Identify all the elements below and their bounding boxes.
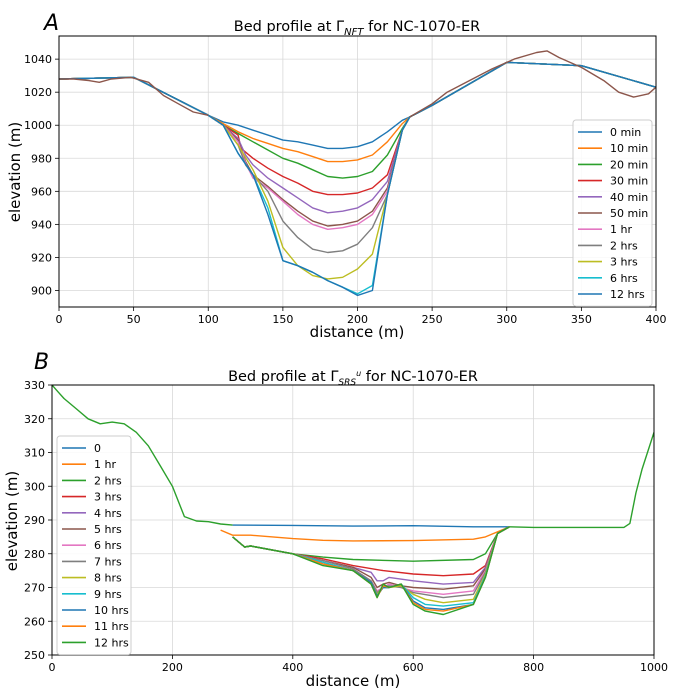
series-line-3-hrs — [232, 526, 510, 577]
legend-entry: 2 hrs — [610, 239, 638, 252]
chart-title-a: Bed profile at ΓNFT for NC-1070-ER — [234, 19, 480, 38]
ticks-b: 0 200 400 600 800 1000 250 260 270 280 290 300 310 32… — [24, 379, 668, 674]
y-tick-label: 1040 — [24, 53, 52, 66]
legend-entry: 4 hrs — [94, 507, 122, 520]
series-line-5-hrs — [232, 526, 510, 590]
legend-entry: 12 hrs — [94, 636, 129, 649]
x-tick-label: 600 — [403, 661, 424, 674]
legend-box — [56, 435, 132, 656]
legend-b: 0 1 hr 2 hrs 3 hrs 4 hrs 5 hrs 6 hrs 7 hrs 8 hrs… — [56, 435, 132, 656]
legend-entry: 20 min — [610, 158, 648, 171]
y-tick-label: 1000 — [24, 119, 52, 132]
legend-entry: 2 hrs — [94, 474, 122, 487]
legend-entry: 50 min — [610, 207, 648, 220]
x-tick-label: 400 — [282, 661, 303, 674]
y-tick-label: 1020 — [24, 86, 52, 99]
panel-label-b: B — [34, 350, 49, 375]
chart-title-b: Bed profile at ΓSRSu for NC-1070-ER — [228, 369, 478, 388]
x-tick-label: 200 — [162, 661, 183, 674]
series-line-12-hrs — [232, 526, 510, 616]
x-tick-label: 1000 — [640, 661, 668, 674]
legend-entry: 30 min — [610, 175, 648, 188]
legend-a: 0 min 10 min 20 min 30 min 40 min 50 min 1 hr 2… — [572, 119, 653, 307]
panel-label-a: A — [42, 11, 59, 36]
x-tick-label: 150 — [272, 313, 293, 326]
y-tick-label: 270 — [24, 582, 45, 595]
bank-profile-left — [52, 385, 233, 526]
legend-entry: 12 hrs — [610, 288, 645, 301]
x-tick-label: 50 — [127, 313, 141, 326]
legend-entry: 10 min — [610, 142, 648, 155]
grid-a — [58, 36, 657, 307]
y-tick-label: 250 — [24, 649, 45, 662]
x-axis-label-b: distance (m) — [306, 672, 401, 690]
legend-entry: 40 min — [610, 191, 648, 204]
y-tick-label: 900 — [31, 284, 52, 297]
legend-entry: 7 hrs — [94, 555, 122, 568]
legend-entry: 1 hr — [610, 223, 632, 236]
bank-profile-left — [59, 76, 209, 116]
y-tick-label: 940 — [31, 218, 52, 231]
y-tick-label: 980 — [31, 152, 52, 165]
series-line-4-hrs — [232, 526, 510, 585]
x-tick-label: 350 — [571, 313, 592, 326]
y-axis-label-b: elevation (m) — [3, 471, 21, 572]
series-line-12-hrs — [59, 61, 656, 297]
x-tick-label: 250 — [422, 313, 443, 326]
series-group-a — [59, 50, 656, 297]
ticks-a: 0 50 100 150 200 250 300 350 400 900 920 940 960 980 1… — [24, 53, 667, 326]
legend-entry: 5 hrs — [94, 523, 122, 536]
y-tick-label: 260 — [24, 615, 45, 628]
bank-profile-right — [409, 50, 656, 118]
grid-b — [51, 384, 655, 656]
legend-entry: 3 hrs — [610, 256, 638, 269]
y-tick-label: 320 — [24, 413, 45, 426]
x-tick-label: 0 — [56, 313, 63, 326]
x-axis-label-a: distance (m) — [310, 323, 405, 341]
y-tick-label: 960 — [31, 185, 52, 198]
y-tick-label: 330 — [24, 379, 45, 392]
series-line-1-hr — [220, 526, 510, 542]
legend-entry: 6 hrs — [610, 272, 638, 285]
x-tick-label: 400 — [646, 313, 667, 326]
y-tick-label: 290 — [24, 514, 45, 527]
bank-profile-right — [509, 432, 654, 529]
legend-entry: 0 min — [610, 126, 641, 139]
x-tick-label: 0 — [49, 661, 56, 674]
x-tick-label: 100 — [198, 313, 219, 326]
y-axis-label-a: elevation (m) — [6, 122, 24, 223]
legend-box — [572, 119, 653, 307]
x-tick-label: 200 — [347, 313, 368, 326]
series-group-b — [52, 385, 654, 616]
x-tick-label: 800 — [523, 661, 544, 674]
legend-entry: 8 hrs — [94, 572, 122, 585]
legend-entry: 6 hrs — [94, 539, 122, 552]
legend-entry: 9 hrs — [94, 588, 122, 601]
legend-entry: 0 — [94, 442, 101, 455]
series-line-2-hrs — [232, 526, 510, 562]
legend-entry: 1 hr — [94, 458, 116, 471]
x-tick-label: 300 — [496, 313, 517, 326]
panel-a: A Bed profile at ΓNFT for NC-1070-ER 0 50… — [6, 11, 667, 341]
y-tick-label: 300 — [24, 480, 45, 493]
legend-entry: 11 hrs — [94, 620, 129, 633]
series-line-0 — [232, 524, 510, 528]
legend-entry: 3 hrs — [94, 491, 122, 504]
y-tick-label: 280 — [24, 548, 45, 561]
legend-entry: 10 hrs — [94, 604, 129, 617]
y-tick-label: 310 — [24, 447, 45, 460]
y-tick-label: 920 — [31, 251, 52, 264]
